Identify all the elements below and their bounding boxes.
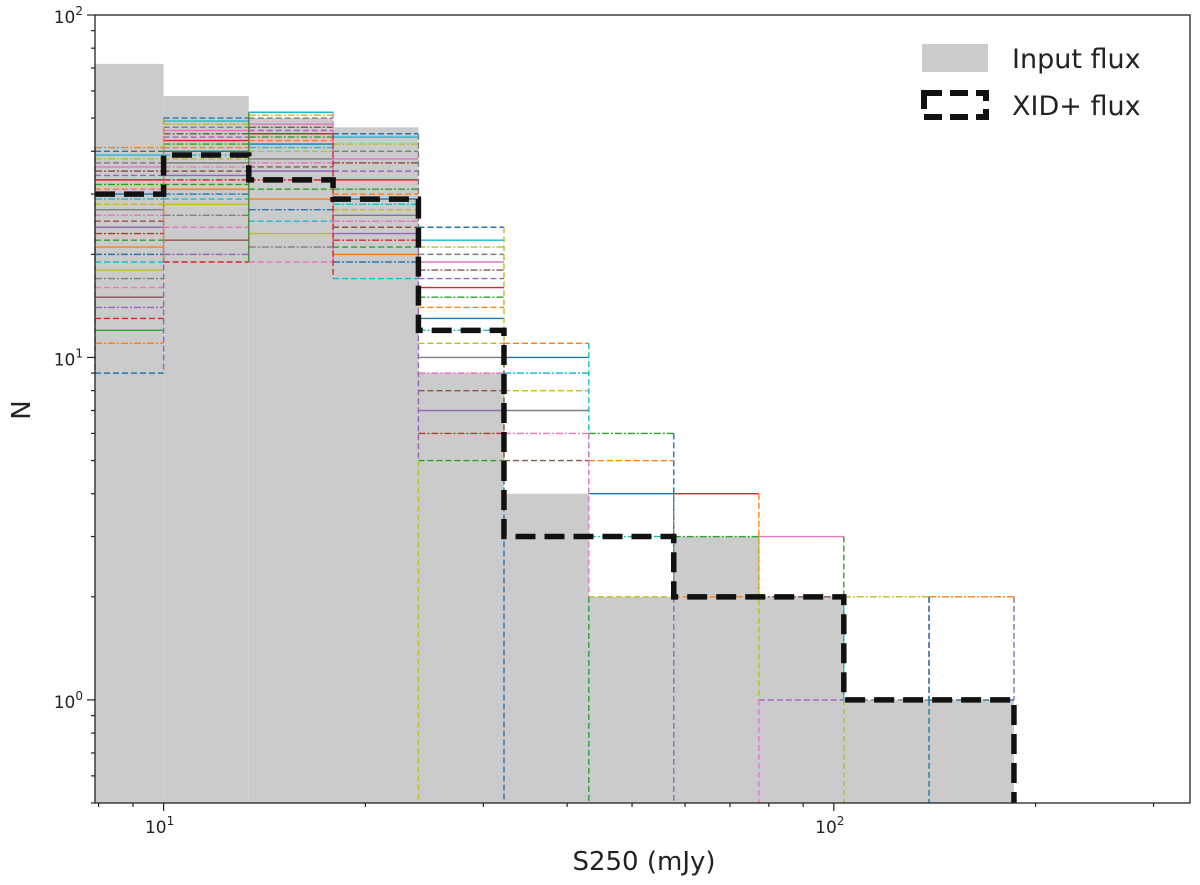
legend-swatch-xid-flux — [921, 90, 989, 120]
legend-label-input-flux: Input flux — [1012, 44, 1141, 75]
xid-flux-step-line — [95, 152, 1017, 803]
input-flux-bars — [95, 63, 1014, 804]
y-tick-label: 100 — [54, 689, 83, 713]
y-tick-label: 102 — [54, 4, 83, 28]
legend-swatch-input-flux — [922, 44, 988, 72]
x-axis-label: S250 (mJy) — [572, 847, 715, 877]
legend-label-xid-flux: XID+ flux — [1012, 91, 1141, 122]
y-tick-label: 101 — [54, 346, 83, 370]
axes: 101 102 100 101 102 — [54, 4, 1191, 838]
legend: Input flux XID+ flux — [921, 44, 1141, 122]
xid-flux-histogram — [95, 152, 1017, 803]
input-flux-bar — [248, 118, 334, 803]
input-flux-bar — [163, 96, 249, 804]
input-flux-bar — [673, 536, 759, 803]
input-flux-bar — [333, 127, 419, 803]
input-flux-bar — [503, 493, 589, 803]
input-flux-bar — [843, 699, 930, 803]
input-flux-bar — [929, 699, 1014, 803]
plot-frame — [94, 14, 1191, 804]
y-axis-label: N — [7, 400, 37, 419]
input-flux-bar — [588, 596, 674, 803]
x-tick-label: 101 — [145, 814, 174, 838]
input-flux-bar — [418, 373, 504, 803]
x-tick-label: 102 — [815, 814, 844, 838]
input-flux-bar — [95, 63, 164, 804]
